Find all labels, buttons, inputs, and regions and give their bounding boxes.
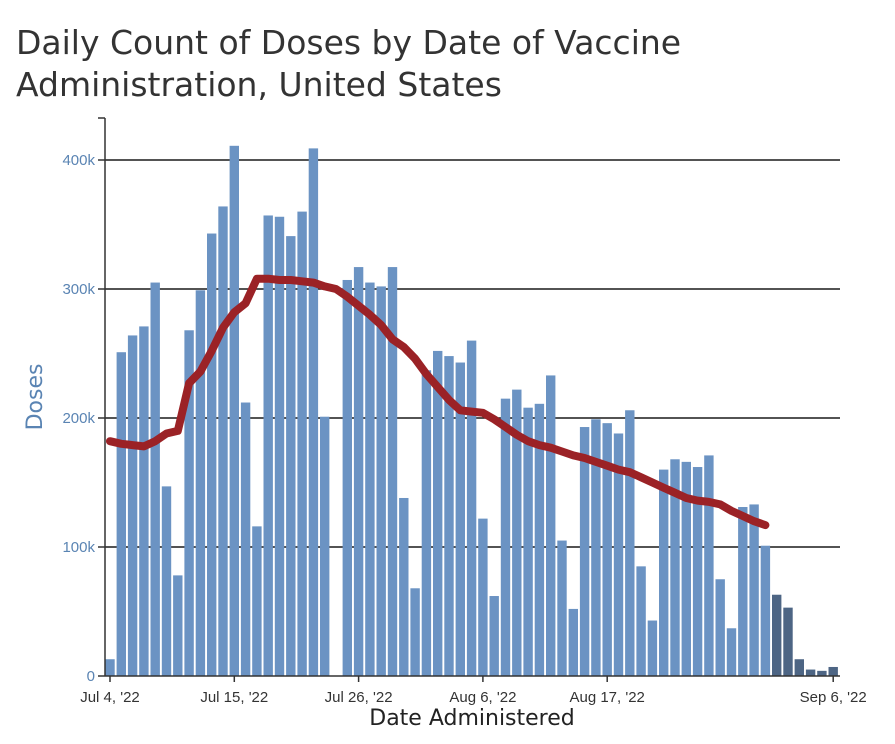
- bar: [252, 526, 262, 676]
- x-tick-label: Jul 26, '22: [325, 689, 393, 706]
- bar: [692, 467, 703, 676]
- bar: [150, 282, 160, 676]
- bar: [365, 282, 375, 676]
- bar: [613, 433, 624, 676]
- bar: [387, 267, 398, 676]
- x-tick-label: Sep 6, '22: [800, 689, 867, 706]
- y-tick-label: 300k: [62, 281, 95, 298]
- bar: [105, 659, 115, 676]
- bar: [805, 669, 816, 676]
- x-axis-ticks: Jul 4, '22 Jul 15, '22 Jul 26, '22 Aug 6, '…: [80, 676, 867, 706]
- bar: [399, 497, 409, 676]
- bar: [579, 427, 590, 676]
- bar: [173, 575, 183, 676]
- bar: [127, 335, 138, 676]
- bar: [534, 403, 545, 676]
- y-axis-ticks: 0 100k 200k 300k 400k: [62, 152, 105, 685]
- bar: [817, 670, 827, 676]
- y-tick-label: 0: [87, 668, 95, 685]
- bar: [353, 267, 364, 676]
- y-tick-label: 400k: [62, 152, 95, 169]
- bar: [794, 659, 804, 676]
- bar: [500, 398, 511, 676]
- bar: [523, 407, 533, 676]
- bar: [715, 579, 725, 676]
- bar: [512, 389, 522, 676]
- bar: [659, 469, 669, 676]
- bar: [139, 326, 149, 676]
- bar: [308, 148, 319, 676]
- bar: [410, 588, 420, 676]
- y-tick-label: 100k: [62, 539, 95, 556]
- x-tick-label: Jul 4, '22: [80, 689, 140, 706]
- bar: [591, 419, 601, 676]
- bar: [161, 486, 172, 676]
- bar: [240, 402, 251, 676]
- bar: [749, 504, 759, 676]
- chart-title: Daily Count of Doses by Date of Vaccine …: [16, 23, 682, 104]
- bar: [647, 620, 658, 676]
- bar: [625, 410, 635, 676]
- bar: [478, 518, 488, 676]
- x-tick-label: Aug 6, '22: [449, 689, 516, 706]
- bar: [274, 216, 285, 676]
- x-tick-label: Aug 17, '22: [569, 689, 644, 706]
- axes: [98, 117, 840, 677]
- bar: [263, 215, 273, 676]
- bar: [738, 507, 748, 676]
- bar: [828, 666, 838, 676]
- bar: [444, 356, 454, 676]
- bar: [320, 416, 330, 676]
- bar: [466, 340, 477, 676]
- seven-day-average-line: [106, 274, 770, 530]
- bar: [455, 362, 465, 676]
- y-axis-label: Doses: [23, 364, 48, 431]
- bar: [421, 370, 432, 676]
- x-axis-label: Date Administered: [369, 706, 575, 731]
- bar: [783, 607, 793, 676]
- bar: [342, 279, 352, 676]
- bar: [772, 594, 782, 676]
- bar: [218, 206, 228, 676]
- bar: [195, 290, 206, 676]
- bar: [602, 423, 612, 676]
- bar: [229, 145, 239, 676]
- bar: [557, 540, 567, 676]
- bar: [568, 608, 578, 676]
- bar: [704, 455, 714, 676]
- bar: [286, 236, 296, 677]
- bars: [105, 145, 838, 677]
- bar: [546, 375, 556, 676]
- bar: [681, 461, 691, 676]
- bar: [297, 211, 307, 676]
- bar: [760, 545, 771, 676]
- bar: [636, 566, 646, 676]
- y-tick-label: 200k: [62, 410, 95, 427]
- x-tick-label: Jul 15, '22: [200, 689, 268, 706]
- bar: [184, 330, 194, 676]
- bar: [116, 352, 126, 676]
- bar: [670, 459, 680, 676]
- bar: [433, 350, 443, 676]
- bar: [376, 286, 386, 676]
- average-line-layer: [106, 274, 770, 530]
- bar: [489, 596, 499, 676]
- bar: [726, 628, 737, 676]
- bar: [207, 233, 217, 676]
